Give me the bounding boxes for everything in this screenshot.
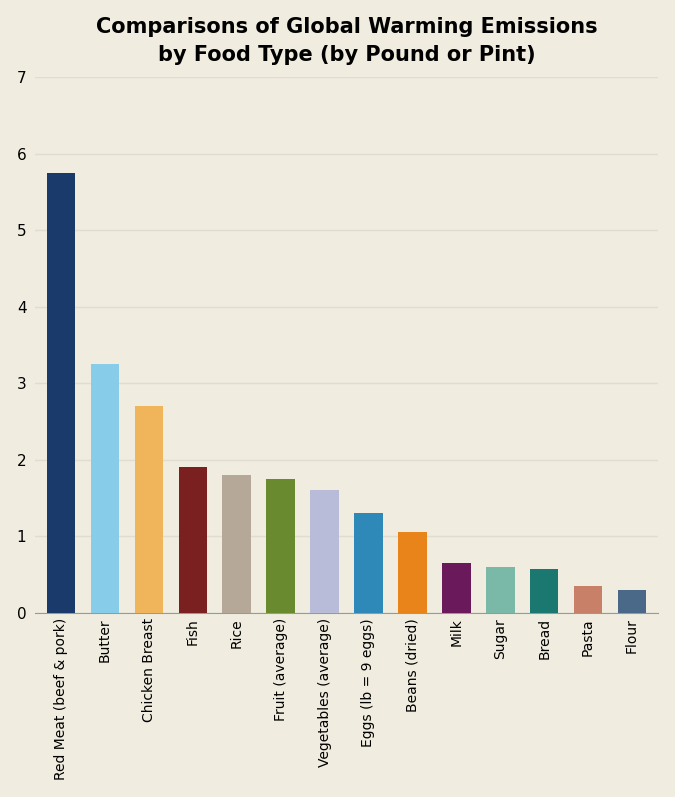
Bar [267,479,295,613]
Bar [618,590,646,613]
Bar [530,569,558,613]
Bar [90,364,119,613]
Bar [310,490,339,613]
Bar [398,532,427,613]
Bar [223,475,251,613]
Bar [134,406,163,613]
Bar [179,467,207,613]
Bar [47,173,76,613]
Title: Comparisons of Global Warming Emissions
by Food Type (by Pound or Pint): Comparisons of Global Warming Emissions … [96,17,597,65]
Bar [442,563,470,613]
Bar [486,567,514,613]
Bar [354,513,383,613]
Bar [574,586,602,613]
